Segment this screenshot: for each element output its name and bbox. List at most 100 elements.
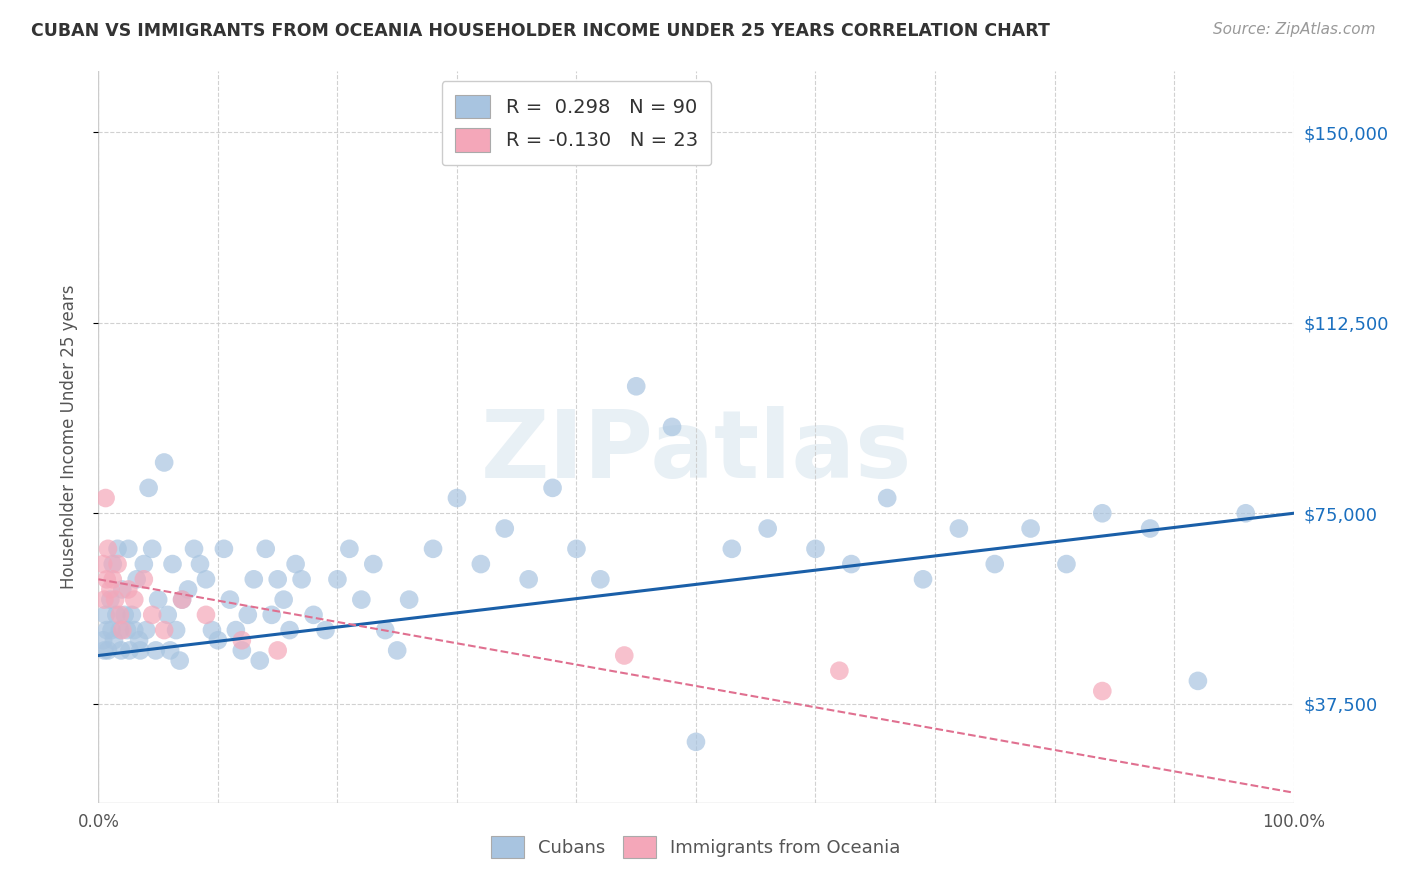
Point [165,623,187,637]
Point [135,623,157,637]
Point [111,582,134,597]
Point [1234,506,1257,520]
Point [101,572,124,586]
Point [124,592,146,607]
Point [984,557,1007,571]
Point [107,557,129,571]
Point [685,735,707,749]
Point [132,557,155,571]
Point [108,607,131,622]
Point [876,491,898,505]
Point [101,557,124,571]
Point [129,643,152,657]
Point [188,557,211,571]
Point [254,541,277,556]
Point [541,481,564,495]
Point [107,541,129,556]
Point [804,541,827,556]
Point [117,582,139,597]
Point [385,643,409,657]
Point [363,557,385,571]
Point [260,607,283,622]
Point [104,592,127,607]
Point [91,633,114,648]
Point [219,592,242,607]
Point [721,541,744,556]
Point [315,623,337,637]
Point [273,592,295,607]
Point [1091,684,1114,698]
Point [911,572,934,586]
Point [350,592,373,607]
Point [96,623,118,637]
Point [97,541,120,556]
Point [169,654,191,668]
Point [172,592,194,607]
Point [195,607,218,622]
Point [93,592,115,607]
Point [284,557,307,571]
Point [177,582,200,597]
Point [339,541,361,556]
Point [470,557,492,571]
Point [1139,521,1161,535]
Point [225,623,247,637]
Point [398,592,420,607]
Point [207,633,229,648]
Point [291,572,314,586]
Point [374,623,396,637]
Point [183,541,205,556]
Point [302,607,325,622]
Text: ZIPatlas: ZIPatlas [481,406,911,498]
Point [162,557,184,571]
Point [172,592,194,607]
Point [828,664,851,678]
Point [156,607,179,622]
Point [565,541,588,556]
Point [589,572,612,586]
Point [243,572,266,586]
Point [115,623,138,637]
Point [236,607,259,622]
Point [138,481,160,495]
Point [148,592,170,607]
Point [948,521,970,535]
Point [98,592,122,607]
Point [108,623,131,637]
Point [195,572,218,586]
Point [517,572,540,586]
Point [111,623,134,637]
Point [231,643,253,657]
Point [118,643,141,657]
Point [613,648,636,663]
Text: CUBAN VS IMMIGRANTS FROM OCEANIA HOUSEHOLDER INCOME UNDER 25 YEARS CORRELATION C: CUBAN VS IMMIGRANTS FROM OCEANIA HOUSEHO… [31,22,1050,40]
Point [267,572,290,586]
Y-axis label: Householder Income Under 25 years: Householder Income Under 25 years [59,285,77,590]
Point [124,623,146,637]
Point [153,623,176,637]
Point [141,607,163,622]
Point [494,521,516,535]
Point [105,607,128,622]
Point [201,623,224,637]
Point [97,643,120,657]
Point [121,607,143,622]
Point [159,643,181,657]
Point [626,379,648,393]
Point [756,521,779,535]
Point [141,541,163,556]
Point [94,491,117,505]
Point [103,633,125,648]
Point [1091,506,1114,520]
Text: Source: ZipAtlas.com: Source: ZipAtlas.com [1212,22,1375,37]
Point [1187,673,1209,688]
Point [446,491,468,505]
Point [91,557,114,571]
Point [278,623,301,637]
Point [125,572,148,586]
Point [661,420,683,434]
Point [132,572,155,586]
Point [100,623,122,637]
Point [117,541,139,556]
Point [249,654,271,668]
